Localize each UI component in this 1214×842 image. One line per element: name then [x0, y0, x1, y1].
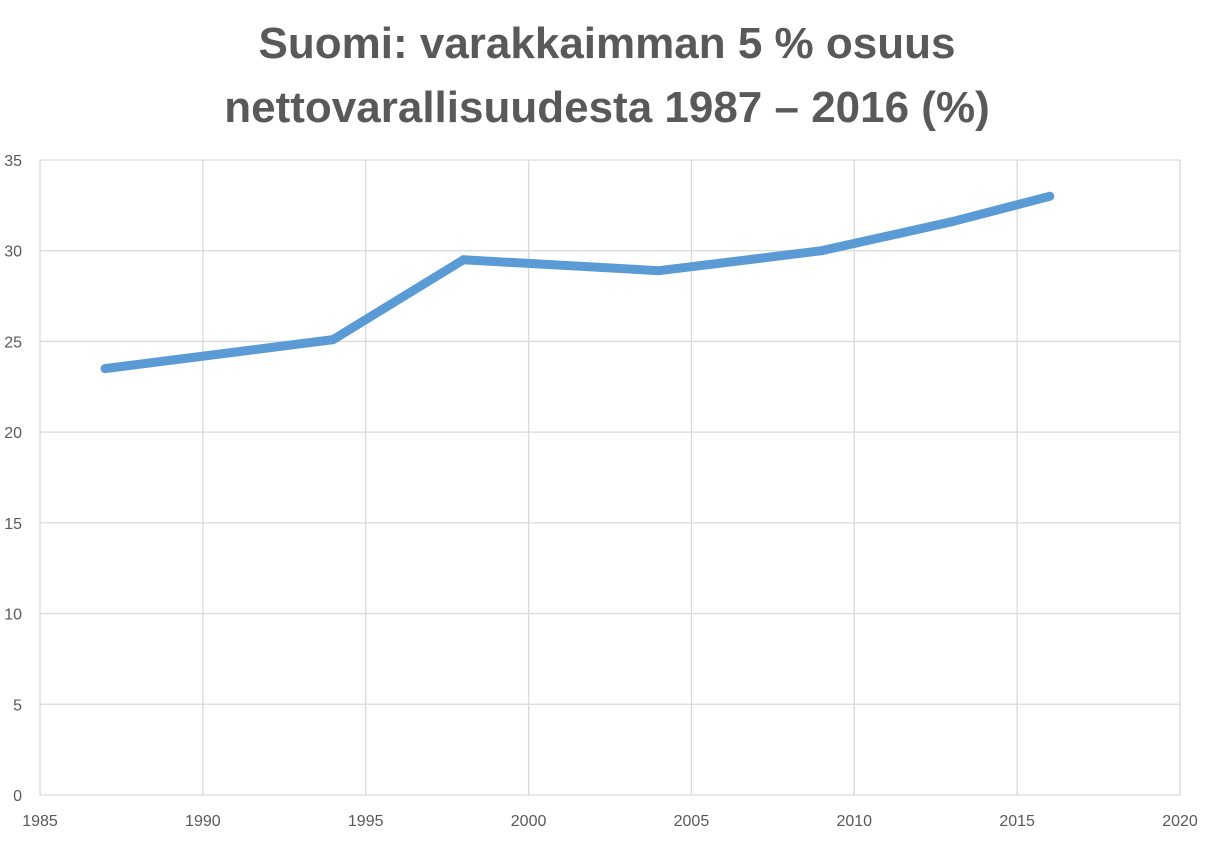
y-tick-label: 15: [4, 516, 22, 533]
chart-title: Suomi: varakkaimman 5 % osuus nettovaral…: [0, 12, 1214, 140]
y-tick-label: 30: [4, 244, 22, 261]
x-tick-label: 1990: [185, 813, 221, 830]
x-tick-label: 1985: [22, 813, 58, 830]
x-tick-label: 2000: [511, 813, 547, 830]
x-axis-labels: 1985 1990 1995 2000 2005 2010 2015 2020: [22, 813, 1198, 830]
y-tick-label: 0: [13, 788, 22, 805]
x-tick-label: 2015: [999, 813, 1035, 830]
x-tick-label: 2020: [1162, 813, 1198, 830]
y-tick-label: 35: [4, 153, 22, 170]
data-point: [458, 255, 468, 265]
series-line: [100, 191, 1055, 374]
data-point: [947, 217, 957, 227]
series-layer: [100, 191, 1055, 374]
chart-title-line-1: Suomi: varakkaimman 5 % osuus: [258, 19, 956, 68]
y-tick-label: 25: [4, 334, 22, 351]
data-point: [100, 364, 110, 374]
data-point: [328, 335, 338, 345]
y-axis-labels: 0 5 10 15 20 25 30 35: [4, 153, 22, 805]
chart-title-line-2: nettovarallisuudesta 1987 – 2016 (%): [224, 83, 990, 132]
y-tick-label: 5: [13, 697, 22, 714]
data-point: [817, 246, 827, 256]
y-tick-label: 10: [4, 607, 22, 624]
x-tick-label: 1995: [348, 813, 384, 830]
x-tick-label: 2005: [674, 813, 710, 830]
y-tick-label: 20: [4, 425, 22, 442]
grid-lines: [39, 159, 1181, 796]
x-tick-label: 2010: [836, 813, 872, 830]
data-point: [1045, 191, 1055, 201]
data-point: [654, 266, 664, 276]
